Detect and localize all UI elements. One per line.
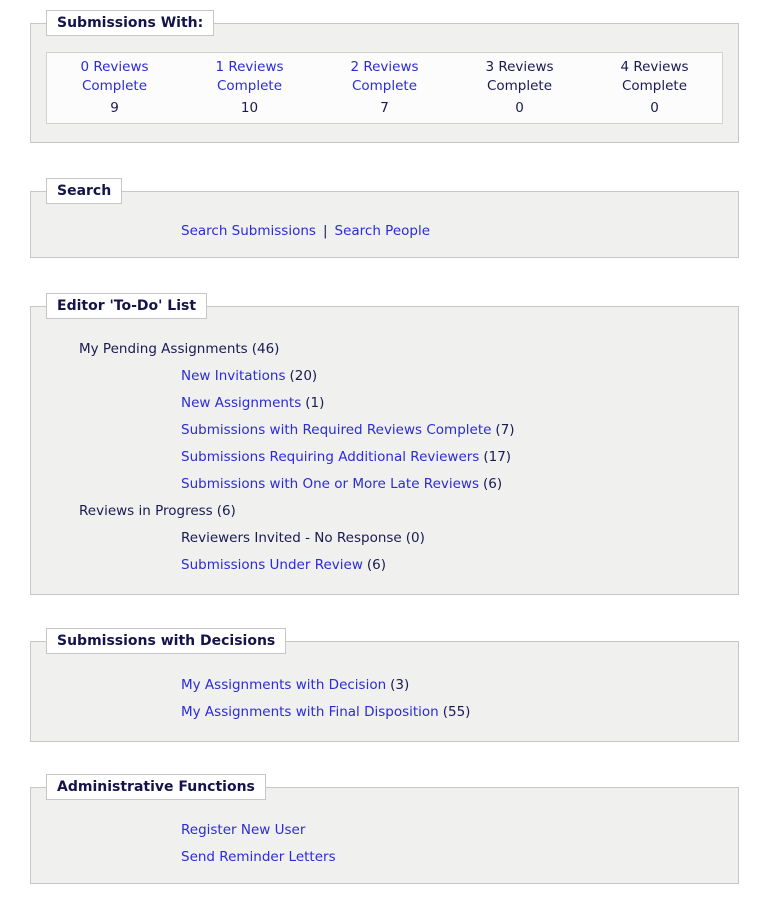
todo-row-requiring-additional-reviewers: Submissions Requiring Additional Reviewe…	[31, 444, 738, 471]
todo-row-required-reviews-complete: Submissions with Required Reviews Comple…	[31, 417, 738, 444]
count-submissions-under-review: (6)	[366, 557, 386, 573]
todo-row-new-assignments: New Assignments (1)	[31, 390, 738, 417]
main-menu-page: Submissions With: 0 Reviews Complete 9 1…	[30, 10, 739, 884]
count-1-reviews: 10	[240, 100, 259, 116]
reviews-col-0: 0 Reviews Complete 9	[47, 58, 182, 117]
link-submissions-required-reviews-complete[interactable]: Submissions with Required Reviews Comple…	[181, 422, 492, 438]
count-submissions-late-reviews: (6)	[483, 476, 503, 492]
link-1-reviews-line2[interactable]: Complete	[216, 78, 283, 94]
label-3-reviews-complete: 3 Reviews Complete	[452, 58, 587, 96]
link-my-assignments-with-decision[interactable]: My Assignments with Decision	[181, 677, 387, 693]
count-reviews-in-progress: (6)	[216, 503, 236, 519]
count-reviewers-invited-no-response: (0)	[405, 530, 425, 546]
section-submissions-with-legend: Submissions With:	[46, 10, 215, 36]
todo-row-new-invitations: New Invitations (20)	[31, 363, 738, 390]
count-0-reviews: 9	[110, 100, 119, 116]
reviews-col-4: 4 Reviews Complete 0	[587, 58, 722, 117]
section-administrative-functions: Administrative Functions Register New Us…	[30, 774, 739, 884]
todo-row-reviews-in-progress: Reviews in Progress (6)	[31, 498, 738, 525]
reviews-col-1: 1 Reviews Complete 10	[182, 58, 317, 117]
count-2-reviews: 7	[380, 100, 389, 116]
count-new-assignments: (1)	[305, 395, 325, 411]
label-reviews-in-progress: Reviews in Progress	[79, 503, 213, 519]
count-submissions-required-reviews-complete: (7)	[495, 422, 515, 438]
link-search-submissions[interactable]: Search Submissions	[181, 223, 316, 239]
decisions-row-final-disposition: My Assignments with Final Disposition (55…	[31, 699, 738, 726]
label-3-reviews-line1: 3 Reviews	[485, 59, 554, 75]
count-submissions-requiring-additional-reviewers: (17)	[483, 449, 512, 465]
section-search: Search Search Submissions | Search People	[30, 178, 739, 258]
link-2-reviews-complete[interactable]: 2 Reviews Complete	[317, 58, 452, 96]
link-submissions-under-review[interactable]: Submissions Under Review	[181, 557, 363, 573]
link-send-reminder-letters[interactable]: Send Reminder Letters	[181, 849, 336, 865]
count-my-pending-assignments: (46)	[251, 341, 280, 357]
link-0-reviews-line2[interactable]: Complete	[81, 78, 148, 94]
search-links-separator: |	[322, 223, 328, 239]
link-submissions-requiring-additional-reviewers[interactable]: Submissions Requiring Additional Reviewe…	[181, 449, 480, 465]
section-decisions-legend: Submissions with Decisions	[46, 628, 287, 654]
label-4-reviews-line1: 4 Reviews	[620, 59, 689, 75]
todo-row-late-reviews: Submissions with One or More Late Review…	[31, 471, 738, 498]
label-my-pending-assignments: My Pending Assignments	[79, 341, 248, 357]
link-2-reviews-line1[interactable]: 2 Reviews	[350, 59, 419, 75]
link-my-assignments-final-disposition[interactable]: My Assignments with Final Disposition	[181, 704, 439, 720]
todo-row-my-pending-assignments: My Pending Assignments (46)	[31, 336, 738, 363]
label-reviewers-invited-no-response: Reviewers Invited - No Response	[181, 530, 402, 546]
link-1-reviews-complete[interactable]: 1 Reviews Complete	[182, 58, 317, 96]
link-1-reviews-line1[interactable]: 1 Reviews	[215, 59, 284, 75]
todo-row-submissions-under-review: Submissions Under Review (6)	[31, 552, 738, 579]
count-my-assignments-final-disposition: (55)	[442, 704, 471, 720]
section-admin-legend: Administrative Functions	[46, 774, 266, 800]
label-3-reviews-line2: Complete	[486, 78, 553, 94]
link-new-invitations[interactable]: New Invitations	[181, 368, 286, 384]
reviews-col-3: 3 Reviews Complete 0	[452, 58, 587, 117]
reviews-col-2: 2 Reviews Complete 7	[317, 58, 452, 117]
link-search-people[interactable]: Search People	[334, 223, 431, 239]
link-2-reviews-line2[interactable]: Complete	[351, 78, 418, 94]
section-editor-todo-legend: Editor 'To-Do' List	[46, 293, 208, 319]
section-submissions-with-decisions: Submissions with Decisions My Assignment…	[30, 628, 739, 742]
search-links-row: Search Submissions | Search People	[31, 218, 738, 245]
section-editor-todo-list: Editor 'To-Do' List My Pending Assignmen…	[30, 293, 739, 595]
admin-row-register-new-user: Register New User	[31, 817, 738, 844]
section-search-legend: Search	[46, 178, 123, 204]
link-submissions-late-reviews[interactable]: Submissions with One or More Late Review…	[181, 476, 480, 492]
link-0-reviews-complete[interactable]: 0 Reviews Complete	[47, 58, 182, 96]
link-0-reviews-line1[interactable]: 0 Reviews	[80, 59, 149, 75]
link-register-new-user[interactable]: Register New User	[181, 822, 306, 838]
decisions-row-with-decision: My Assignments with Decision (3)	[31, 672, 738, 699]
label-4-reviews-complete: 4 Reviews Complete	[587, 58, 722, 96]
count-3-reviews: 0	[515, 100, 524, 116]
count-4-reviews: 0	[650, 100, 659, 116]
todo-row-reviewers-invited-no-response: Reviewers Invited - No Response (0)	[31, 525, 738, 552]
label-4-reviews-line2: Complete	[621, 78, 688, 94]
link-new-assignments[interactable]: New Assignments	[181, 395, 302, 411]
count-my-assignments-with-decision: (3)	[390, 677, 410, 693]
reviews-summary-table: 0 Reviews Complete 9 1 Reviews Complete …	[46, 52, 723, 124]
admin-row-send-reminder-letters: Send Reminder Letters	[31, 844, 738, 871]
count-new-invitations: (20)	[289, 368, 318, 384]
section-submissions-with: Submissions With: 0 Reviews Complete 9 1…	[30, 10, 739, 143]
